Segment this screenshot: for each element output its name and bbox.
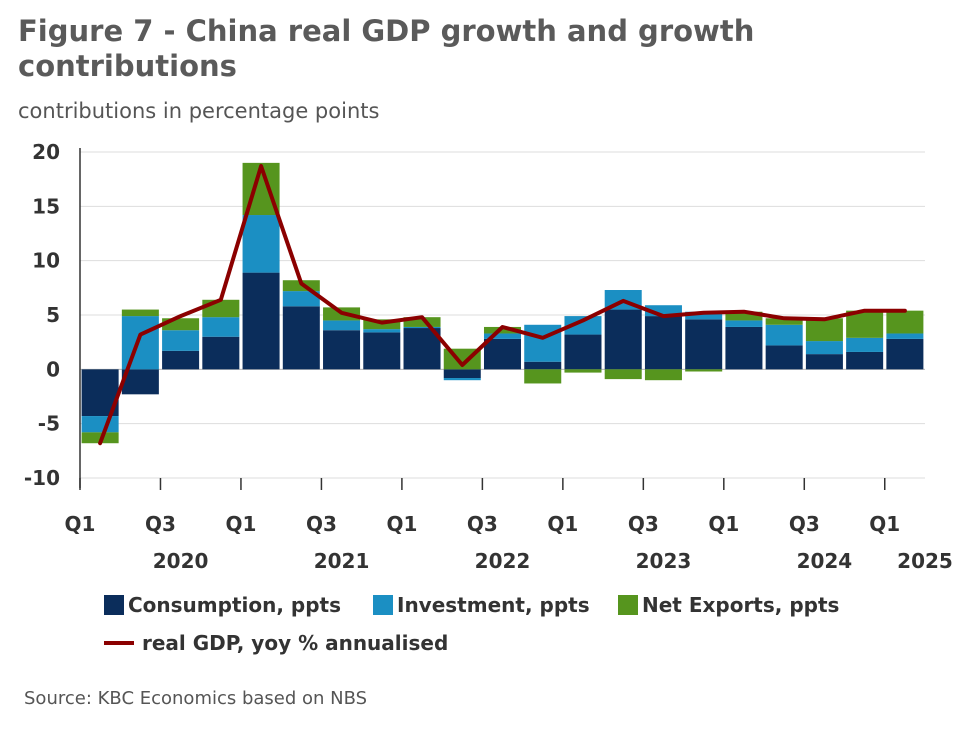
x-year-label: 2021	[314, 549, 370, 573]
bar-net_exports	[524, 369, 562, 384]
bar-investment	[846, 337, 884, 352]
x-quarter-label: Q1	[547, 512, 578, 536]
bar-investment	[282, 291, 320, 307]
bar-investment	[805, 341, 843, 355]
bar-consumption	[886, 338, 924, 370]
bar-consumption	[162, 350, 200, 370]
x-quarter-label: Q3	[306, 512, 337, 536]
bar-consumption	[323, 330, 361, 370]
bar-consumption	[443, 369, 481, 379]
bar-investment	[886, 333, 924, 339]
bar-net_exports	[886, 310, 924, 334]
x-quarter-label: Q1	[225, 512, 256, 536]
x-year-label: 2020	[153, 549, 209, 573]
bar-consumption	[202, 336, 240, 370]
bar-investment	[765, 324, 803, 346]
legend-layer: Consumption, ppts Investment, ppts Net Exp…	[104, 593, 839, 655]
bar-net_exports	[202, 299, 240, 318]
bar-consumption	[765, 345, 803, 370]
bar-consumption	[483, 338, 522, 370]
bar-consumption	[846, 351, 884, 370]
x-quarter-label: Q1	[65, 512, 96, 536]
x-quarter-label: Q3	[467, 512, 498, 536]
legend-swatch-consumption	[104, 595, 124, 615]
bar-investment	[81, 416, 119, 433]
bar-net_exports	[162, 318, 200, 331]
bar-consumption	[564, 334, 602, 370]
bar-net_exports	[483, 326, 522, 334]
bar-net_exports	[725, 311, 763, 321]
bar-net_exports	[121, 309, 159, 317]
bar-net_exports	[765, 318, 803, 325]
x-year-label: 2024	[797, 549, 853, 573]
y-tick-label: 5	[46, 303, 60, 327]
x-year-label: 2023	[636, 549, 692, 573]
y-tick-label: -10	[24, 466, 60, 490]
legend-label-investment: Investment, ppts	[397, 593, 590, 617]
bar-consumption	[725, 326, 763, 370]
bar-net_exports	[604, 369, 642, 380]
bar-net_exports	[644, 369, 682, 381]
legend-swatch-investment	[373, 595, 393, 615]
bar-investment	[121, 316, 159, 370]
bar-consumption	[524, 361, 562, 370]
x-quarter-label: Q3	[789, 512, 820, 536]
bar-layer	[81, 162, 924, 444]
bar-net_exports	[685, 369, 723, 372]
y-tick-label: 10	[32, 249, 60, 273]
bar-net_exports	[403, 317, 441, 327]
legend-label-consumption: Consumption, ppts	[128, 593, 341, 617]
y-tick-label: 0	[46, 357, 60, 381]
bar-investment	[685, 311, 723, 320]
bar-consumption	[242, 272, 280, 370]
bar-investment	[644, 305, 682, 317]
line-layer	[98, 164, 907, 446]
y-tick-label: -5	[38, 412, 60, 436]
x-quarter-label: Q3	[628, 512, 659, 536]
bar-consumption	[805, 354, 843, 370]
bar-consumption	[282, 306, 320, 370]
bar-investment	[162, 330, 200, 351]
bar-investment	[323, 320, 361, 331]
bar-net_exports	[805, 318, 843, 342]
bar-investment	[725, 320, 763, 327]
x-year-label: 2022	[475, 549, 531, 573]
bar-consumption	[644, 316, 682, 370]
bar-investment	[443, 378, 481, 381]
x-quarter-label: Q3	[145, 512, 176, 536]
legend-swatch-net_exports	[618, 595, 638, 615]
chart-subtitle: contributions in percentage points	[18, 99, 380, 123]
bar-investment	[483, 333, 522, 339]
y-tick-label: 20	[32, 140, 60, 164]
bar-investment	[202, 317, 240, 337]
bar-investment	[403, 326, 441, 329]
bar-consumption	[685, 319, 723, 370]
x-quarter-label: Q1	[708, 512, 739, 536]
bar-investment	[242, 215, 280, 273]
source-note: Source: KBC Economics based on NBS	[24, 688, 368, 709]
axis-layer: -10 -5 0 5 10 15 20 Q1 Q3 Q1 Q3 Q1 Q3 Q1 Q3 Q1 Q3 Q1 2020 2…	[24, 140, 953, 573]
bar-net_exports	[564, 369, 602, 373]
bar-investment	[564, 316, 602, 335]
y-tick-label: 15	[32, 194, 60, 218]
legend-label-gdp-line: real GDP, yoy % annualised	[142, 631, 448, 655]
chart-title: Figure 7 - China real GDP growth and gro…	[18, 14, 755, 83]
bar-consumption	[604, 309, 642, 370]
x-year-label: 2025	[897, 549, 953, 573]
bar-investment	[363, 329, 401, 333]
legend-label-net_exports: Net Exports, ppts	[642, 593, 839, 617]
x-quarter-label: Q1	[386, 512, 417, 536]
x-quarter-label: Q1	[869, 512, 900, 536]
bar-consumption	[363, 332, 401, 370]
